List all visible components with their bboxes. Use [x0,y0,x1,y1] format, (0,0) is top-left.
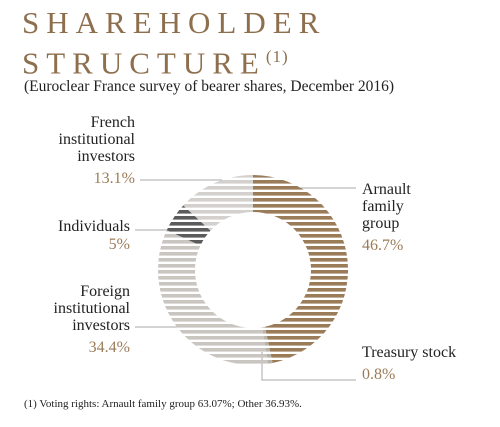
legend-label: French institutional investors [58,114,135,165]
title-note: (1) [265,47,289,66]
legend-label: Treasury stock [362,344,457,361]
value-label: 34.4% [88,339,130,356]
value-label: 0.8% [362,366,396,383]
pie-segment [253,175,348,363]
chart-title: SHAREHOLDER STRUCTURE(1) [22,5,422,81]
legend-label: Individuals [58,218,130,235]
pie-segment [183,175,253,231]
footnote: (1) Voting rights: Arnault family group … [24,398,302,410]
legend-label: Foreign institutional investors [53,283,130,334]
pie-segment [166,205,211,246]
pie-segment [158,230,268,365]
value-label: 5% [108,236,130,253]
legend-label: Arnault family group [362,181,411,232]
value-label: 46.7% [362,237,404,254]
value-label: 13.1% [93,170,135,187]
title-text: SHAREHOLDER STRUCTURE [22,5,327,81]
pie-segment [262,326,273,364]
chart-subtitle: (Euroclear France survey of bearer share… [24,78,395,95]
